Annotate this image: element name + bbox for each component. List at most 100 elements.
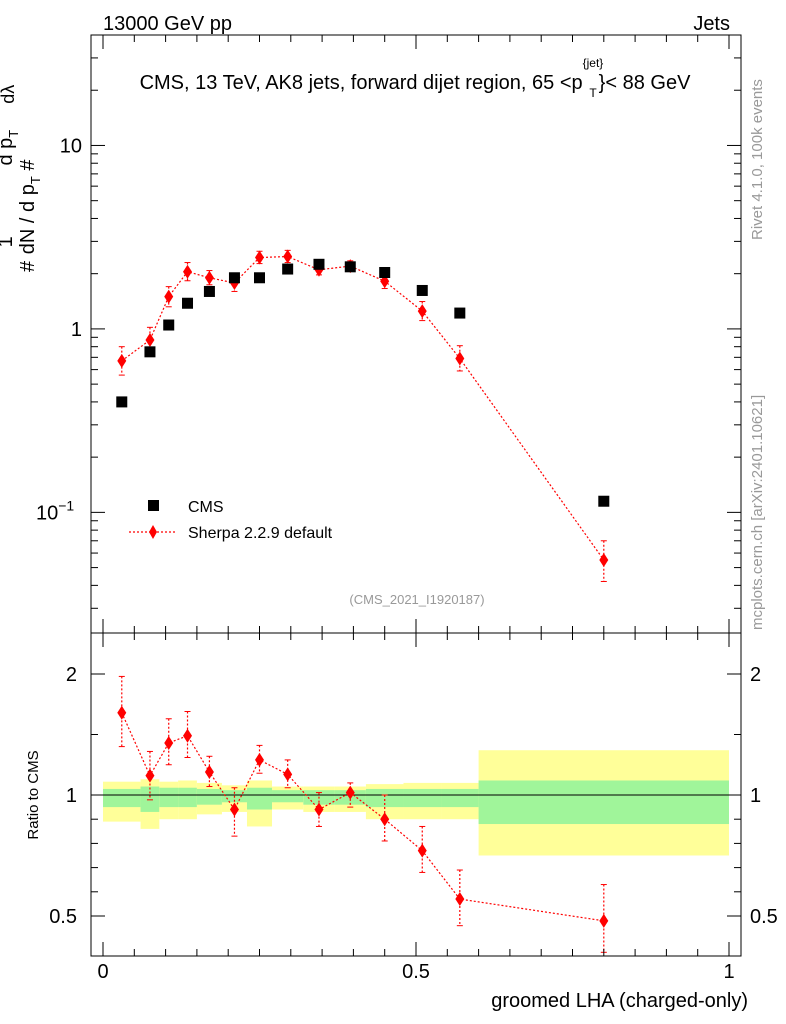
ratio-y-tick-label-right: 1 xyxy=(750,785,761,807)
cms-point xyxy=(182,297,194,309)
sherpa-point xyxy=(204,270,214,285)
sherpa-point xyxy=(145,333,155,348)
legend-cms-label: CMS xyxy=(188,499,224,516)
sherpa-point xyxy=(164,289,174,304)
ratio-y-tick-label-left: 0.5 xyxy=(49,906,77,928)
band-inner xyxy=(478,780,729,825)
ratio-uncertainty-bands xyxy=(103,750,729,856)
sherpa-point xyxy=(117,353,127,368)
y-axis-label-part: 1 xyxy=(0,236,17,253)
analysis-id: (CMS_2021_I1920187) xyxy=(349,592,484,607)
cms-point xyxy=(416,284,428,296)
y-axis-label-part: T xyxy=(6,130,21,138)
sherpa-point xyxy=(283,249,293,264)
ratio-point xyxy=(145,768,155,783)
cms-point xyxy=(598,495,610,507)
ratio-point xyxy=(455,892,465,907)
y-axis-label: # 1dN / d pT #d pT#d²N dλ1/dN/dp_T d²N/(… xyxy=(0,85,43,272)
cms-point xyxy=(144,346,156,358)
x-tick-labels: 0 0.5 1 xyxy=(97,961,734,983)
legend-sherpa-marker xyxy=(149,525,157,539)
cms-point xyxy=(344,261,356,273)
x-axis-label: groomed LHA (charged-only) xyxy=(491,990,748,1012)
cms-point xyxy=(282,263,294,275)
title-tail: }< 88 GeV xyxy=(599,72,691,94)
band-inner xyxy=(159,787,179,808)
ratio-point xyxy=(183,728,193,743)
cms-point xyxy=(379,266,391,278)
cms-point xyxy=(454,307,466,319)
y-axis-label-part: # xyxy=(17,260,39,272)
sherpa-line xyxy=(121,255,605,561)
y-tick-label-main: 10−1 xyxy=(36,497,74,524)
band-inner xyxy=(196,788,222,805)
legend: CMS Sherpa 2.2.9 default xyxy=(129,499,333,542)
header-left: 13000 GeV pp xyxy=(103,13,232,35)
ratio-point xyxy=(345,785,355,800)
band-inner xyxy=(272,790,304,803)
title-sub: T xyxy=(589,86,597,100)
rivet-label: Rivet 4.1.0, 100k events xyxy=(749,79,766,240)
x-tick-label: 1 xyxy=(723,961,734,983)
ratio-axis-ticks xyxy=(91,633,741,956)
x-tick-label: 0.5 xyxy=(402,961,430,983)
band-inner xyxy=(441,788,479,808)
sherpa-point xyxy=(255,250,264,265)
ratio-point xyxy=(599,913,609,928)
main-axis-ticks xyxy=(91,34,741,633)
band-inner xyxy=(403,788,442,808)
y-tick-label-main: 1 xyxy=(71,319,82,341)
title-main: CMS, 13 TeV, AK8 jets, forward dijet reg… xyxy=(140,72,583,94)
y-tick-label-exp: −1 xyxy=(58,497,74,513)
y-tick-label-main: 10 xyxy=(60,135,82,157)
x-tick-label: 0 xyxy=(97,961,108,983)
y-tick-label-base: 10 xyxy=(36,502,58,524)
cms-point xyxy=(228,272,240,284)
y-axis-label-part: T xyxy=(28,176,43,184)
ratio-point xyxy=(204,765,214,780)
ratio-point xyxy=(255,752,264,767)
cms-point xyxy=(163,319,175,331)
sherpa-point xyxy=(417,304,427,319)
ratio-point xyxy=(314,802,324,817)
cms-points xyxy=(116,258,610,507)
legend-sherpa-label: Sherpa 2.2.9 default xyxy=(188,525,333,542)
ratio-y-tick-labels: 0.5 0.5 1 1 2 2 xyxy=(49,664,778,928)
band-inner xyxy=(103,788,141,808)
ratio-point xyxy=(417,843,427,858)
cms-point xyxy=(313,258,325,270)
main-panel-frame xyxy=(90,34,742,634)
band-inner xyxy=(140,786,160,812)
ratio-point xyxy=(117,705,127,720)
ratio-y-tick-label-left: 1 xyxy=(66,785,77,807)
legend-cms-marker xyxy=(148,500,159,511)
ratio-sherpa-points xyxy=(117,675,609,953)
source-label: mcplots.cern.ch [arXiv:2401.10621] xyxy=(749,395,766,630)
cms-point xyxy=(116,396,128,408)
ratio-point xyxy=(283,767,293,782)
y-axis-label-text: # 1dN / d pT #d pT#d²N dλ1/dN/dp_T d²N/(… xyxy=(0,85,43,272)
band-inner xyxy=(178,787,197,808)
sherpa-point xyxy=(183,264,193,279)
ratio-y-label: Ratio to CMS xyxy=(25,750,42,839)
cms-point xyxy=(254,272,265,284)
y-axis-label-part: d p xyxy=(0,138,17,166)
ratio-point xyxy=(229,802,239,817)
y-axis-label-part: dλ xyxy=(0,85,18,109)
ratio-point xyxy=(380,812,390,827)
band-inner xyxy=(365,788,404,808)
sherpa-polyline xyxy=(121,255,605,561)
cms-point xyxy=(203,285,215,297)
ratio-y-tick-label-right: 2 xyxy=(750,664,761,686)
ratio-y-tick-label-left: 2 xyxy=(66,664,77,686)
ratio-point xyxy=(164,735,174,750)
sherpa-point xyxy=(599,552,609,567)
sherpa-point xyxy=(455,351,465,366)
y-axis-label-part: # xyxy=(17,159,39,177)
ratio-y-tick-label-right: 0.5 xyxy=(750,906,778,928)
header-right: Jets xyxy=(693,13,730,35)
y-axis-label-part: dN / d p xyxy=(17,184,39,254)
chart-title: CMS, 13 TeV, AK8 jets, forward dijet reg… xyxy=(140,56,691,100)
